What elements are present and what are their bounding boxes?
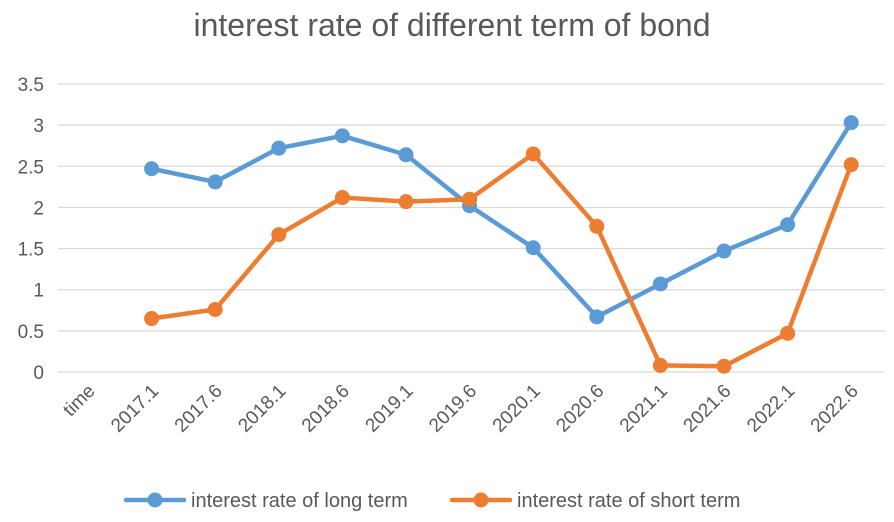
gridlines (58, 83, 885, 373)
x-tick-label: 2018.6 (298, 381, 354, 437)
x-axis-ticks: time 2017.1 2017.6 2018.1 2018.6 2019.1 2019.6… (59, 381, 862, 437)
series-line (149, 120, 854, 320)
x-tick-label: 2022.1 (743, 381, 799, 437)
legend-label: interest rate of short term (517, 490, 740, 512)
x-tick-label: 2017.1 (107, 381, 163, 437)
x-tick-label: 2018.1 (234, 381, 290, 437)
data-point (589, 218, 605, 234)
y-tick-label: 1.5 (18, 240, 44, 261)
legend-label: interest rate of long term (191, 490, 408, 512)
data-point (207, 301, 223, 317)
data-point (843, 115, 859, 131)
x-tick-label: time (59, 381, 99, 421)
data-point (144, 161, 160, 177)
y-tick-label: 3.5 (18, 75, 44, 96)
x-tick-label: 2021.6 (680, 381, 736, 437)
y-tick-label: 1 (33, 281, 44, 302)
data-point (398, 194, 414, 210)
legend-marker (473, 492, 489, 508)
series-short-term (144, 146, 859, 374)
data-point (207, 174, 223, 190)
data-point (652, 276, 668, 292)
x-tick-label: 2022.6 (807, 381, 863, 437)
series-long-term (144, 115, 859, 325)
legend: interest rate of long term interest rate … (123, 490, 740, 512)
series-layer (144, 115, 859, 374)
data-point (398, 147, 414, 163)
series-line (149, 151, 854, 369)
data-point (716, 358, 732, 374)
data-point (589, 309, 605, 325)
x-tick-label: 2017.6 (171, 381, 227, 437)
data-point (334, 128, 350, 144)
x-tick-label: 2020.6 (552, 381, 608, 437)
chart-title: interest rate of different term of bond (193, 7, 710, 43)
legend-marker (147, 492, 163, 508)
data-point (144, 311, 160, 327)
y-tick-label: 0.5 (18, 322, 44, 343)
x-tick-label: 2021.1 (616, 381, 672, 437)
x-tick-label: 2019.1 (362, 381, 418, 437)
data-point (271, 227, 287, 243)
data-point (716, 243, 732, 259)
data-point (780, 217, 796, 233)
x-tick-label: 2019.6 (425, 381, 481, 437)
legend-entry: interest rate of long term (123, 490, 408, 512)
data-point (271, 140, 287, 156)
y-tick-label: 2 (33, 198, 44, 219)
y-axis-ticks: 0 0.5 1 1.5 2 2.5 3 3.5 (18, 75, 44, 384)
legend-entry: interest rate of short term (449, 490, 740, 512)
y-tick-label: 2.5 (18, 157, 44, 178)
data-point (843, 157, 859, 173)
y-tick-label: 0 (33, 363, 44, 384)
data-point (334, 190, 350, 206)
data-point (462, 191, 478, 207)
x-tick-label: 2020.1 (489, 381, 545, 437)
data-point (525, 146, 541, 162)
data-point (525, 240, 541, 256)
data-point (780, 325, 796, 341)
y-tick-label: 3 (33, 116, 44, 137)
data-point (652, 357, 668, 373)
